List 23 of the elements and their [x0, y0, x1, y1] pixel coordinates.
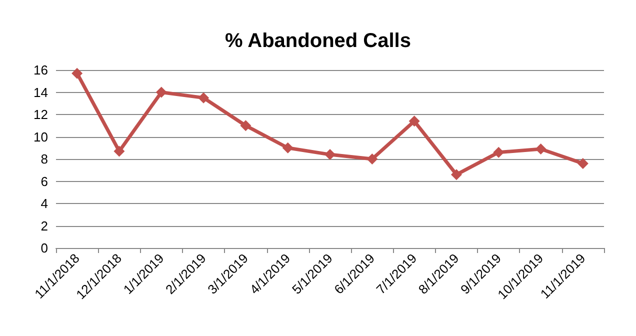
point: [493, 146, 504, 158]
y-tick-label: 8: [40, 152, 48, 166]
y-tick-label: 12: [34, 107, 48, 122]
chart-title: % Abandoned Calls: [225, 30, 411, 52]
point: [282, 142, 294, 154]
point: [156, 86, 167, 98]
y-tick-label: 2: [40, 218, 48, 234]
y-tick-label: 6: [40, 174, 48, 189]
y-tick-label: 0: [40, 240, 48, 256]
point: [198, 92, 210, 104]
point: [408, 116, 420, 127]
point: [114, 146, 125, 157]
point: [324, 149, 336, 160]
point: [577, 158, 588, 169]
y-tick-label: 10: [34, 129, 48, 144]
point: [535, 143, 546, 154]
y-tick-label: 4: [40, 196, 48, 211]
y-tick-label: 14: [34, 84, 48, 100]
point: [240, 120, 252, 132]
point: [450, 169, 462, 180]
point: [72, 68, 83, 79]
y-tick-label: 16: [34, 62, 48, 78]
point: [366, 154, 378, 164]
